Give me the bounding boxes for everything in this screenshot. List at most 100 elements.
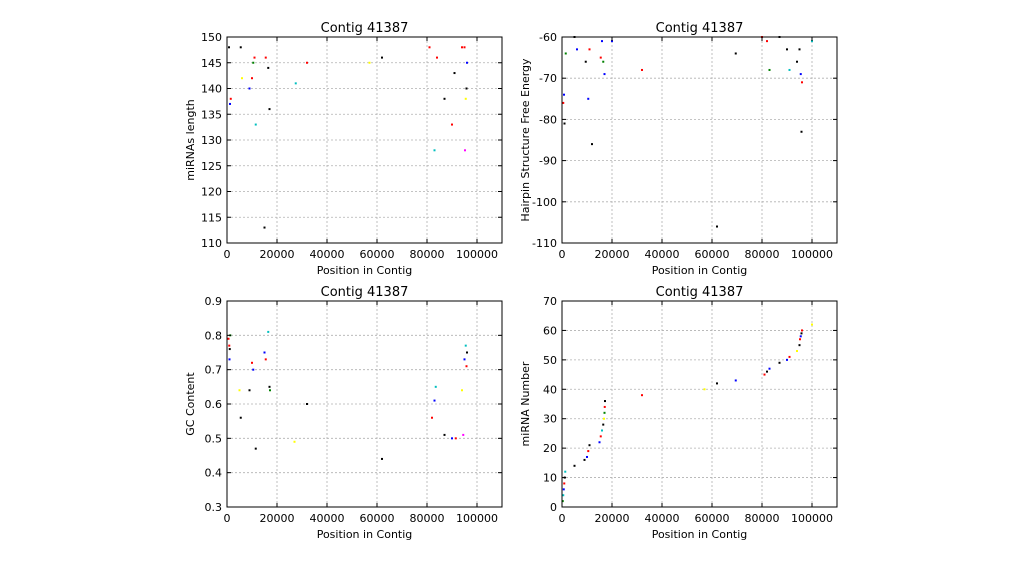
y-tick-label: -90 <box>539 155 557 168</box>
x-tick-label: 20000 <box>260 248 295 261</box>
y-tick-label: 70 <box>543 295 557 308</box>
x-tick-label: 40000 <box>310 248 345 261</box>
chart-title: Contig 41387 <box>656 21 744 36</box>
data-point <box>796 350 798 353</box>
y-tick-label: -100 <box>532 196 557 209</box>
data-point <box>796 60 798 63</box>
data-point <box>433 149 436 152</box>
data-point <box>269 389 271 392</box>
x-tick-label: 80000 <box>410 512 445 525</box>
data-point <box>229 102 231 105</box>
data-point <box>464 97 467 100</box>
data-point <box>294 82 297 85</box>
y-tick-label: 0.8 <box>205 329 223 342</box>
data-point <box>464 344 467 347</box>
data-point <box>251 361 253 364</box>
data-point <box>603 405 606 408</box>
x-tick-label: 0 <box>559 512 566 525</box>
data-point <box>601 429 603 432</box>
x-tick-label: 40000 <box>645 248 680 261</box>
data-point <box>641 68 643 71</box>
y-tick-label: 10 <box>543 472 557 485</box>
x-tick-label: 100000 <box>791 512 833 525</box>
y-tick-label: 125 <box>201 160 222 173</box>
data-point <box>564 52 567 55</box>
x-tick-label: 60000 <box>360 512 395 525</box>
data-point <box>461 46 463 49</box>
data-point <box>599 56 602 59</box>
x-axis-label: Position in Contig <box>317 264 413 277</box>
x-tick-label: 60000 <box>695 512 730 525</box>
data-point <box>434 385 437 388</box>
data-point <box>436 56 438 59</box>
y-tick-label: -110 <box>532 237 557 250</box>
data-point <box>228 46 230 49</box>
data-point <box>451 437 453 440</box>
data-point <box>576 48 578 51</box>
data-point <box>465 365 468 368</box>
x-axis-label: Position in Contig <box>652 264 748 277</box>
data-point <box>463 46 466 49</box>
plot-frame <box>561 36 838 244</box>
data-point <box>466 351 468 354</box>
y-tick-label: 130 <box>201 134 222 147</box>
data-point <box>603 417 605 420</box>
x-tick-label: 80000 <box>745 248 780 261</box>
data-point <box>586 455 588 458</box>
data-point <box>703 388 706 391</box>
subplot-4: 0 20000 40000 60000 80000 100000 0 10 20 30 40 50 60… <box>519 285 838 541</box>
data-point <box>564 470 567 473</box>
y-axis-label: Hairpin Structure Free Energy <box>519 58 532 222</box>
data-point <box>239 416 242 419</box>
data-point <box>461 389 463 392</box>
data-point <box>227 337 230 340</box>
data-point <box>254 123 257 126</box>
data-point <box>599 435 602 438</box>
data-point <box>801 81 803 84</box>
data-point <box>368 61 371 64</box>
data-point <box>604 400 606 403</box>
data-point <box>611 40 613 43</box>
data-point <box>716 225 718 228</box>
data-point <box>238 389 241 392</box>
data-point <box>603 411 606 414</box>
x-tick-label: 20000 <box>595 512 630 525</box>
x-axis-label: Position in Contig <box>652 528 748 541</box>
data-point <box>454 437 457 440</box>
data-point <box>306 61 308 64</box>
data-point <box>239 46 242 49</box>
data-point <box>588 48 591 51</box>
data-point <box>716 382 718 385</box>
data-point <box>252 61 255 64</box>
data-point <box>251 77 253 80</box>
data-point <box>778 361 781 364</box>
data-point <box>602 423 605 426</box>
chart-title: Contig 41387 <box>321 285 409 300</box>
data-point <box>562 494 565 497</box>
data-point <box>433 399 436 402</box>
data-point <box>267 330 270 333</box>
data-point <box>264 358 267 361</box>
y-tick-label: -80 <box>539 113 557 126</box>
y-tick-label: 150 <box>201 31 222 44</box>
data-point <box>451 123 453 126</box>
x-tick-label: 0 <box>559 248 566 261</box>
x-tick-label: 60000 <box>360 248 395 261</box>
data-point <box>428 46 431 49</box>
data-point <box>800 332 803 335</box>
data-point <box>811 40 813 43</box>
chart-title: Contig 41387 <box>656 285 744 300</box>
y-tick-label: 30 <box>543 413 557 426</box>
data-point <box>788 355 791 358</box>
data-point <box>798 344 801 347</box>
data-point <box>252 368 255 371</box>
x-tick-label: 80000 <box>745 512 780 525</box>
plot-frame <box>561 300 838 508</box>
y-tick-label: 0.9 <box>205 295 223 308</box>
data-point <box>763 373 766 376</box>
data-point <box>228 344 231 347</box>
data-point <box>766 40 768 43</box>
data-point <box>241 77 243 80</box>
data-point <box>641 394 643 397</box>
